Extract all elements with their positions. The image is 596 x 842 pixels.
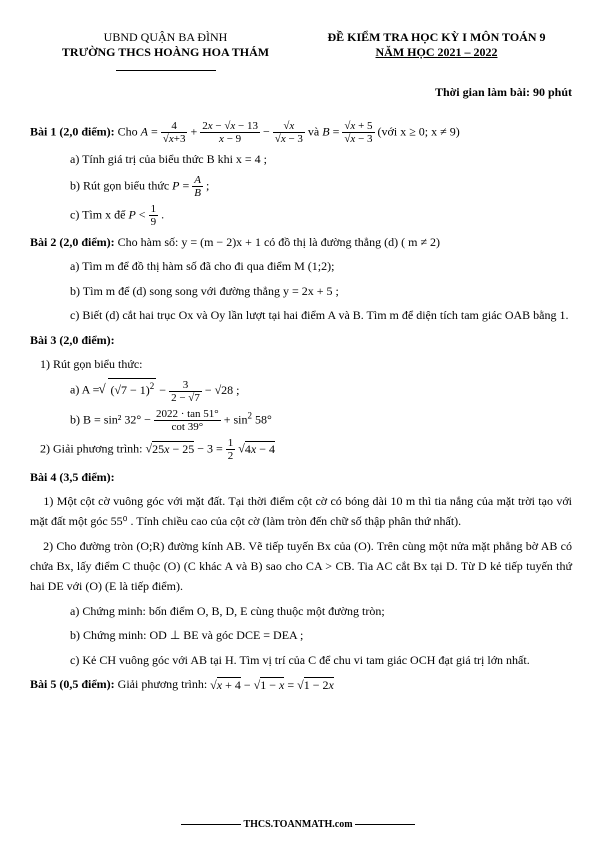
- footer-text: THCS.TOANMATH.com: [243, 819, 352, 830]
- school-line: TRƯỜNG THCS HOÀNG HOA THÁM: [30, 45, 301, 60]
- bai3-p2-formula: √25x − 25 − 3 = 12 √4x − 4: [146, 437, 275, 462]
- bai3-p2: 2) Giải phương trình: √25x − 25 − 3 = 12…: [30, 437, 572, 462]
- bai1-b-formula: P = AB ;: [172, 174, 209, 199]
- bai5-title: Bài 5 (0,5 điểm):: [30, 677, 118, 691]
- bai4-p2: 2) Cho đường tròn (O;R) đường kính AB. V…: [30, 536, 572, 597]
- bai1-title: Bài 1 (2,0 điểm):: [30, 124, 118, 138]
- content: Bài 1 (2,0 điểm): Cho A = 4√x+3 + 2x − √…: [30, 120, 572, 695]
- bai3-b-formula: 2022 · tan 51°cot 39° + sin2 58°: [154, 408, 272, 433]
- bai4-a: a) Chứng minh: bốn điểm O, B, D, E cùng …: [30, 601, 572, 621]
- bai5-line: Bài 5 (0,5 điểm): Giải phương trình: √x …: [30, 674, 572, 695]
- left-underline: [116, 70, 216, 71]
- bai3-p1: 1) Rút gọn biểu thức:: [30, 354, 572, 374]
- exam-title: ĐỀ KIỂM TRA HỌC KỲ I MÔN TOÁN 9: [301, 30, 572, 45]
- bai1-b: b) Rút gọn biểu thức P = AB ;: [30, 174, 572, 199]
- header: UBND QUẬN BA ĐÌNH TRƯỜNG THCS HOÀNG HOA …: [30, 30, 572, 75]
- bai3-a-formula: (√7 − 1)2 − 32 − √7 − √28 ;: [102, 378, 239, 404]
- header-right: ĐỀ KIỂM TRA HỌC KỲ I MÔN TOÁN 9 NĂM HỌC …: [301, 30, 572, 75]
- header-left: UBND QUẬN BA ĐÌNH TRƯỜNG THCS HOÀNG HOA …: [30, 30, 301, 75]
- bai1-line: Bài 1 (2,0 điểm): Cho A = 4√x+3 + 2x − √…: [30, 120, 572, 145]
- bai1-b-text: b) Rút gọn biểu thức: [70, 178, 172, 192]
- bai1-formula-b: B = √x + 5√x − 3: [322, 120, 374, 145]
- bai3-b-lead: b) B = sin² 32° −: [70, 412, 154, 426]
- bai1-formula-a: A = 4√x+3 + 2x − √x − 13x − 9 − √x√x − 3: [141, 120, 305, 145]
- bai3-p2-text: 2) Giải phương trình:: [40, 442, 146, 456]
- footer: THCS.TOANMATH.com: [0, 819, 596, 830]
- exam-page: UBND QUẬN BA ĐÌNH TRƯỜNG THCS HOÀNG HOA …: [0, 0, 596, 842]
- bai2-line: Bài 2 (2,0 điểm): Cho hàm số: y = (m − 2…: [30, 232, 572, 252]
- time-line: Thời gian làm bài: 90 phút: [30, 85, 572, 100]
- bai2-a: a) Tìm m để đồ thị hàm số đã cho đi qua …: [30, 256, 572, 276]
- bai4-title: Bài 4 (3,5 điểm):: [30, 467, 572, 487]
- bai4-p1-text: 1) Một cột cờ vuông góc với mặt đất. Tại…: [30, 494, 572, 528]
- bai4-p1: 1) Một cột cờ vuông góc với mặt đất. Tại…: [30, 491, 572, 532]
- bai4-c: c) Kẻ CH vuông góc với AB tại H. Tìm vị …: [30, 650, 572, 670]
- bai1-c-text: c) Tìm x để: [70, 207, 128, 221]
- bai1-va: và: [308, 124, 322, 138]
- footer-line-left: [181, 824, 241, 825]
- bai4-b: b) Chứng minh: OD ⊥ BE và góc DCE = DEA …: [30, 625, 572, 645]
- bai1-cho: Cho: [118, 124, 141, 138]
- bai1-a: a) Tính giá trị của biểu thức B khi x = …: [30, 149, 572, 169]
- bai2-b: b) Tìm m để (d) song song với đường thẳn…: [30, 281, 572, 301]
- year-line: NĂM HỌC 2021 – 2022: [301, 45, 572, 60]
- bai2-intro: Cho hàm số: y = (m − 2)x + 1 có đồ thị l…: [118, 235, 440, 249]
- bai1-cond: (với x ≥ 0; x ≠ 9): [378, 124, 460, 138]
- bai1-c: c) Tìm x để P < 19 .: [30, 203, 572, 228]
- bai5-formula: √x + 4 − √1 − x = √1 − 2x: [210, 675, 334, 695]
- bai2-c: c) Biết (d) cắt hai trục Ox và Oy lần lư…: [30, 305, 572, 325]
- bai4-p2-text: 2) Cho đường tròn (O;R) đường kính AB. V…: [30, 539, 572, 594]
- bai1-c-formula: P < 19 .: [128, 203, 164, 228]
- district-line: UBND QUẬN BA ĐÌNH: [30, 30, 301, 45]
- footer-line-right: [355, 824, 415, 825]
- bai3-title: Bài 3 (2,0 điểm):: [30, 330, 572, 350]
- bai5-text: Giải phương trình:: [118, 677, 211, 691]
- bai2-title: Bài 2 (2,0 điểm):: [30, 235, 118, 249]
- bai3-b: b) B = sin² 32° − 2022 · tan 51°cot 39° …: [30, 408, 572, 433]
- bai3-a: a) A = (√7 − 1)2 − 32 − √7 − √28 ;: [30, 378, 572, 404]
